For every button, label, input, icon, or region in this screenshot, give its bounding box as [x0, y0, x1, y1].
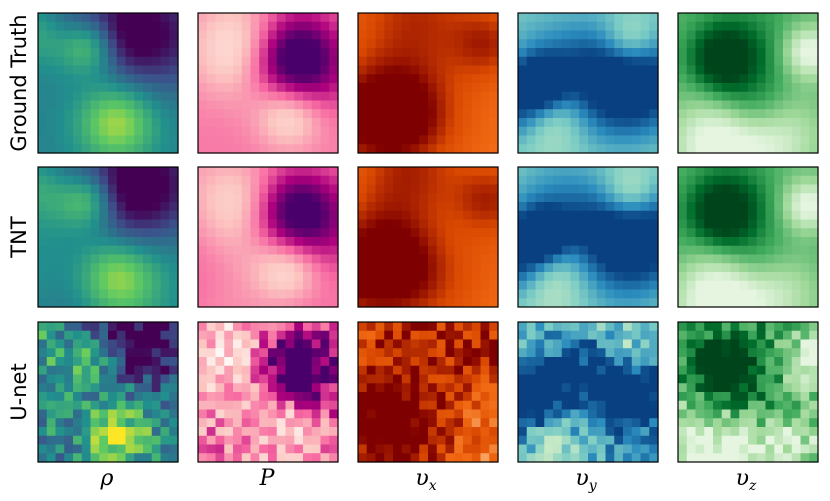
panel-frame	[517, 321, 659, 463]
heatmap-2-2	[197, 166, 339, 308]
heatmap-1-3	[357, 12, 499, 154]
row-label-ground-truth: Ground Truth	[7, 14, 31, 151]
heatmap-2-3	[357, 166, 499, 308]
heatmap-3-4	[517, 321, 659, 463]
panel-frame	[357, 12, 499, 154]
heatmap-3-2	[197, 321, 339, 463]
panel-frame	[197, 321, 339, 463]
heatmap-1-1	[37, 12, 179, 154]
panel-frame	[677, 12, 819, 154]
heatmap-1-4	[517, 12, 659, 154]
panel-frame	[37, 12, 179, 154]
heatmap-1-5	[677, 12, 819, 154]
heatmap-2-4	[517, 166, 659, 308]
panel-frame	[197, 166, 339, 308]
column-label-vy: υy	[575, 466, 597, 494]
panel-frame	[37, 321, 179, 463]
row-label-tnt: TNT	[7, 216, 31, 259]
heatmap-3-3	[357, 321, 499, 463]
panel-frame	[677, 321, 819, 463]
heatmap-1-2	[197, 12, 339, 154]
panel-frame	[357, 166, 499, 308]
column-label-rho: ρ	[100, 466, 114, 491]
panel-frame	[517, 12, 659, 154]
heatmap-2-1	[37, 166, 179, 308]
heatmap-2-5	[677, 166, 819, 308]
panel-frame	[517, 166, 659, 308]
heatmap-panels	[37, 12, 819, 463]
panel-frame	[677, 166, 819, 308]
panel-frame	[197, 12, 339, 154]
column-label-pressure: P	[259, 466, 276, 491]
row-label-unet: U-net	[7, 363, 31, 420]
panel-frame	[357, 321, 499, 463]
heatmap-3-1	[37, 321, 179, 463]
column-label-vz: υz	[736, 466, 757, 494]
column-label-vx: υx	[415, 466, 436, 494]
panel-frame	[37, 166, 179, 308]
heatmap-3-5	[677, 321, 819, 463]
